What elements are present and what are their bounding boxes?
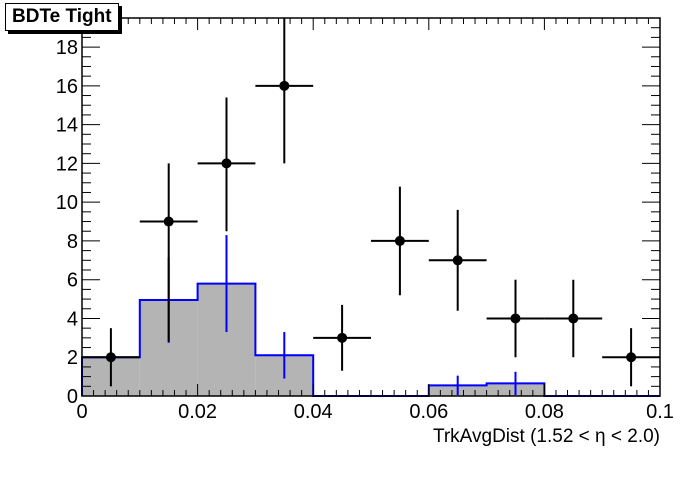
x-axis-label: TrkAvgDist (1.52 < η < 2.0) [433, 426, 660, 447]
x-tick-label: 0.1 [646, 401, 674, 423]
y-tick-label: 14 [56, 115, 78, 137]
data-point [510, 313, 521, 324]
data-point [568, 313, 579, 324]
y-tick-label: 10 [56, 192, 78, 214]
y-tick-label: 8 [67, 231, 78, 253]
y-tick-label: 0 [67, 386, 78, 408]
data-point [452, 255, 463, 266]
data-point [279, 80, 290, 91]
x-tick-label: 0.04 [294, 401, 333, 423]
x-tick-label: 0 [76, 401, 87, 423]
data-point [163, 216, 174, 227]
x-tick-label: 0.08 [525, 401, 564, 423]
y-tick-label: 6 [67, 270, 78, 292]
chart-title: BDTe Tight [5, 3, 119, 31]
y-tick-label: 4 [67, 308, 78, 330]
data-point [626, 352, 637, 363]
data-point [394, 235, 405, 246]
y-tick-label: 16 [56, 76, 78, 98]
data-point [337, 332, 348, 343]
y-tick-label: 12 [56, 153, 78, 175]
data-point [105, 352, 116, 363]
y-tick-label: 18 [56, 37, 78, 59]
data-point [221, 158, 232, 169]
y-tick-label: 2 [67, 347, 78, 369]
x-tick-label: 0.06 [409, 401, 448, 423]
x-tick-label: 0.02 [178, 401, 217, 423]
